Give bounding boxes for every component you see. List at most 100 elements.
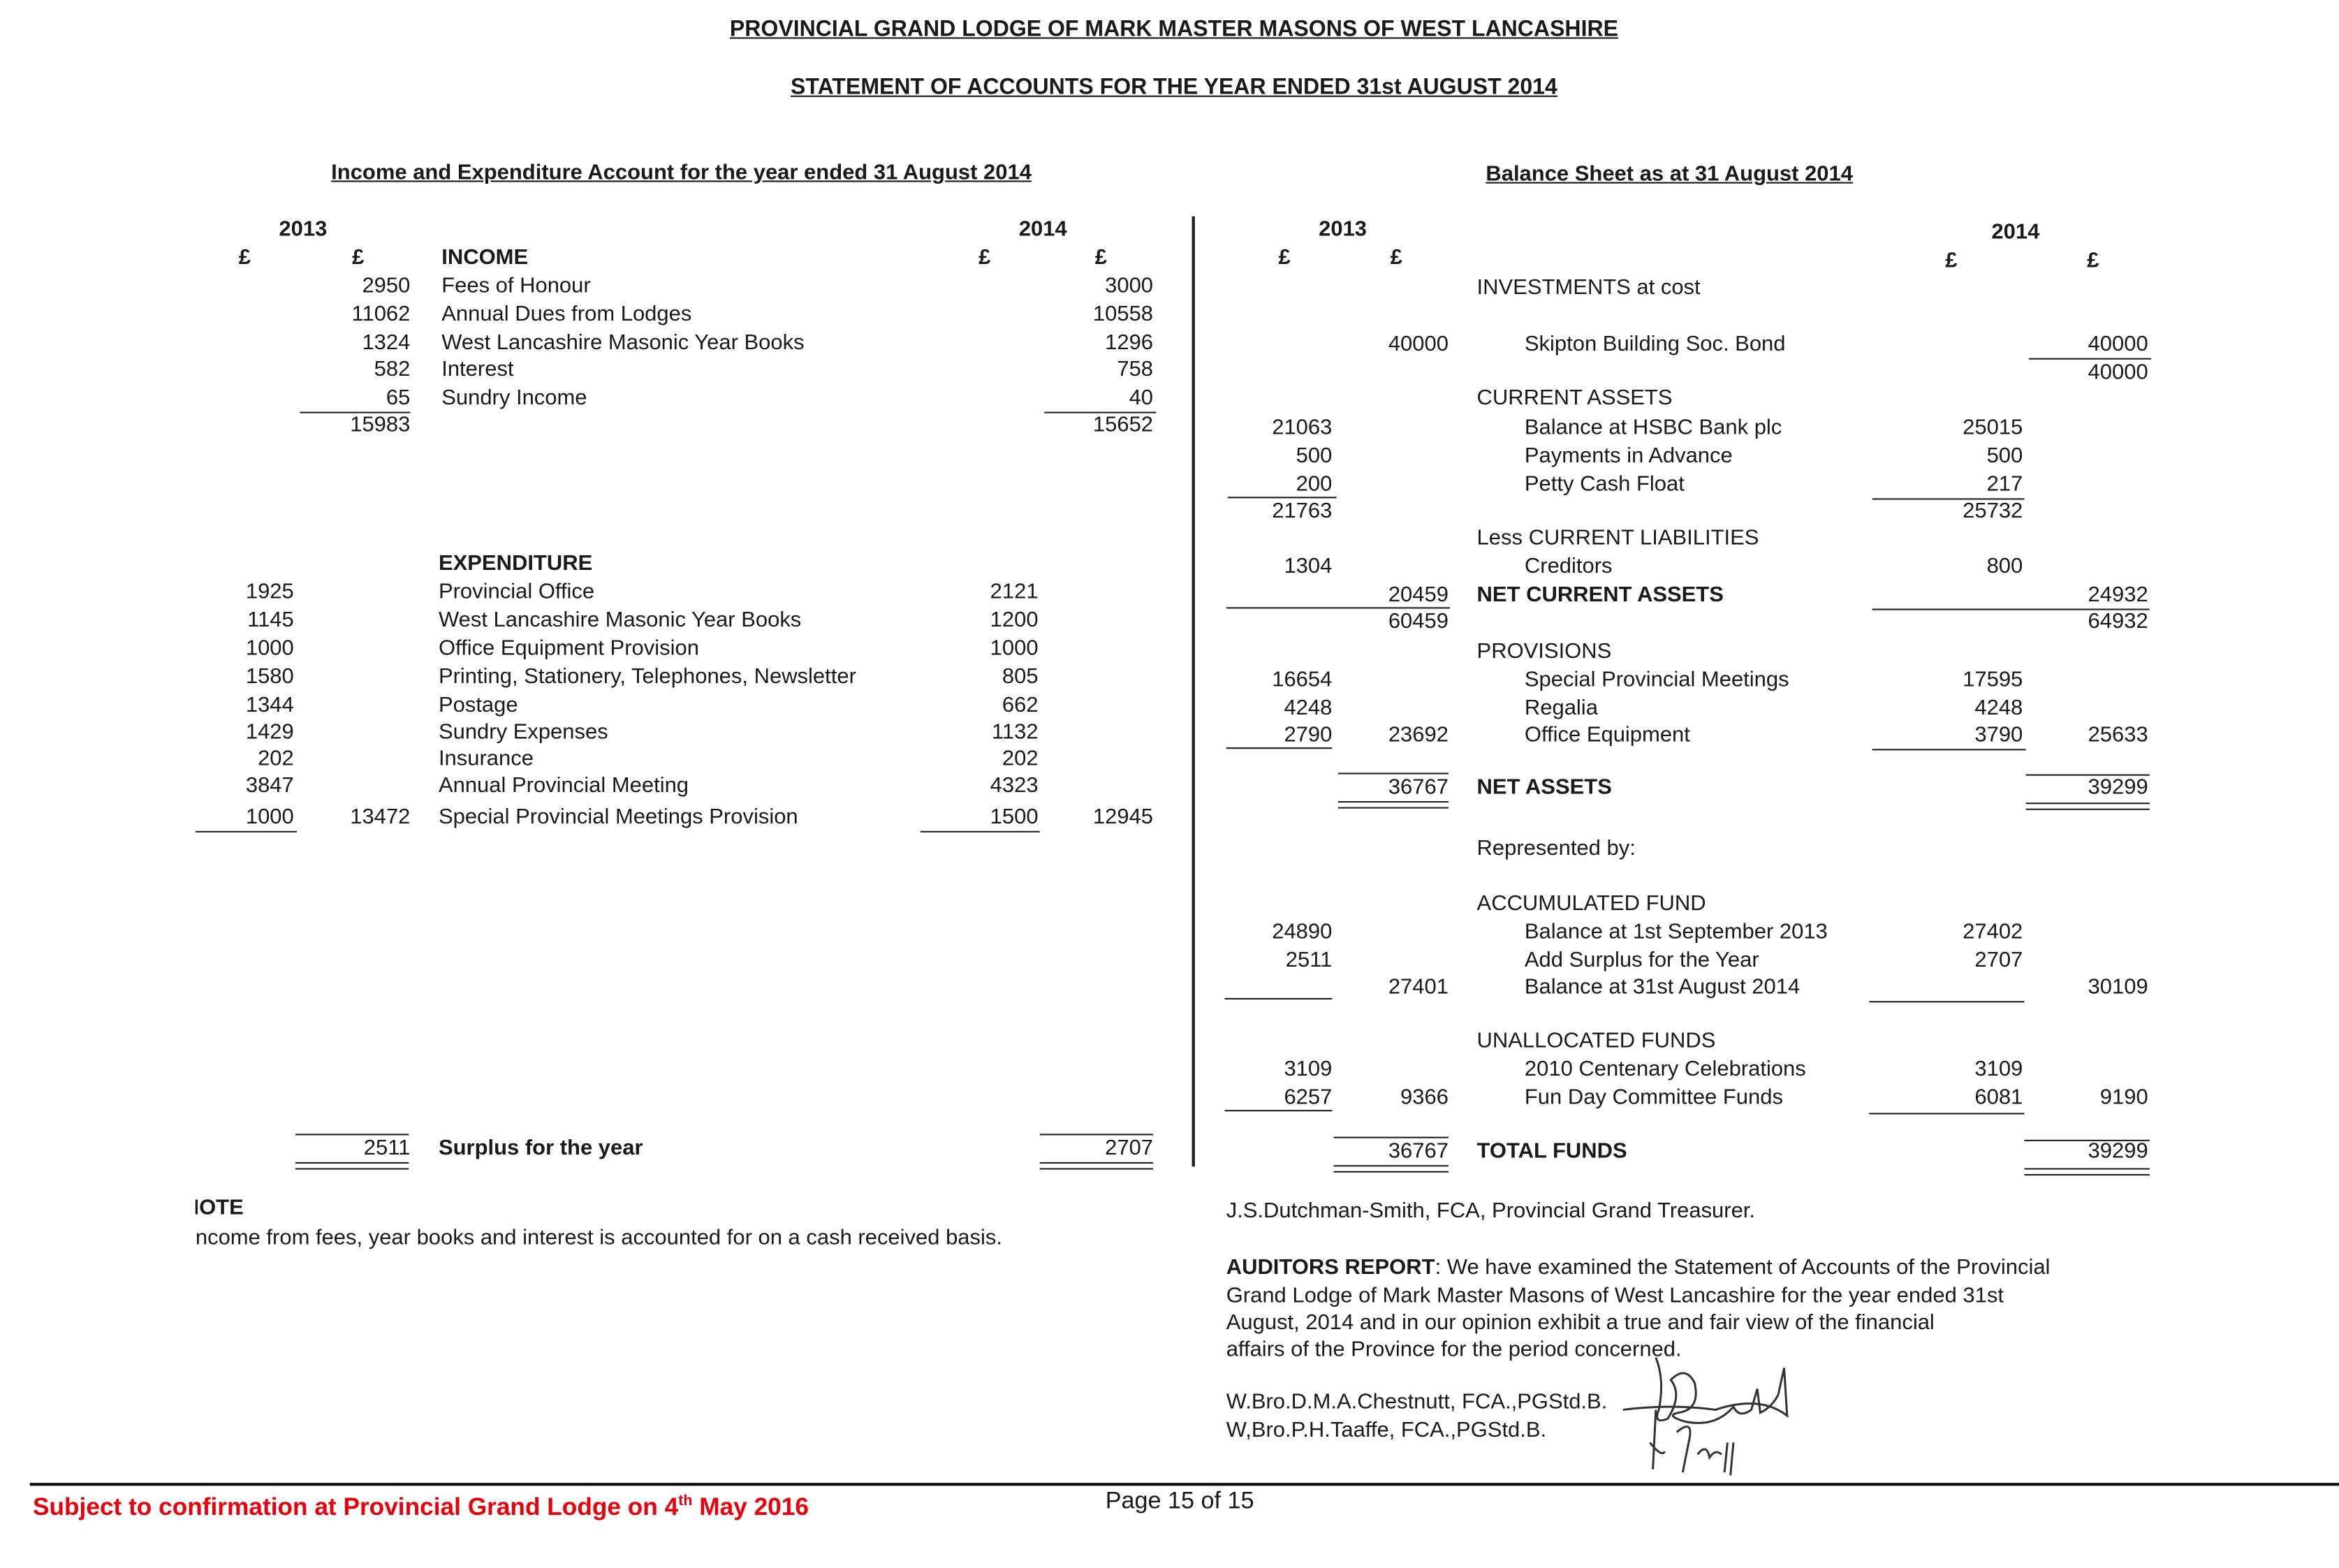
line-item-label: Provincial Office [438, 580, 595, 605]
amount-cell: 25633 [2088, 723, 2148, 748]
section-heading: INVESTMENTS at cost [1476, 276, 1701, 300]
amount-cell: 1200 [990, 608, 1039, 633]
document-subtitle: STATEMENT OF ACCOUNTS FOR THE YEAR ENDED… [791, 74, 1557, 101]
footer-divider [29, 1483, 2339, 1486]
amount-cell: 758 [1117, 358, 1154, 382]
amount-cell: 11062 [351, 302, 411, 327]
amount-cell: 10558 [1092, 302, 1154, 327]
auditors-text: : We have examined the Statement of Acco… [1435, 1256, 2051, 1280]
amount-cell: 3847 [245, 774, 294, 798]
income-heading: INCOME [441, 246, 529, 270]
bs-currency: £ [1390, 246, 1402, 270]
amount-cell: 1429 [245, 720, 294, 745]
amount-cell: 24932 [2088, 583, 2148, 608]
amount-cell: 36767 [1388, 775, 1449, 800]
amount-cell: 202 [258, 747, 294, 772]
line-item-label: West Lancashire Masonic Year Books [438, 608, 802, 633]
line-item-label: Creditors [1524, 555, 1613, 579]
column-divider [1192, 216, 1195, 1167]
auditors-text: August, 2014 and in our opinion exhibit … [1226, 1311, 1935, 1335]
underline [1039, 1134, 1154, 1136]
amount-cell: 1580 [245, 665, 294, 689]
amount-cell: 17595 [1963, 668, 2023, 693]
amount-cell: 582 [374, 358, 411, 382]
underline [2024, 1139, 2150, 1142]
double-underline [295, 1162, 409, 1164]
line-item-label: Office Equipment Provision [438, 637, 699, 661]
line-item-label: Printing, Stationery, Telephones, Newsle… [438, 665, 856, 689]
amount-cell: 2950 [362, 274, 411, 299]
amount-cell: 3000 [1105, 274, 1154, 299]
line-item-label: Annual Provincial Meeting [438, 774, 689, 798]
line-item-label: West Lancashire Masonic Year Books [441, 331, 805, 356]
amount-cell: 1145 [247, 608, 294, 633]
amount-cell: 21763 [1272, 499, 1333, 524]
underline [2028, 358, 2151, 360]
ie-year-prev: 2013 [279, 217, 328, 242]
section-heading: Less CURRENT LIABILITIES [1476, 526, 1759, 551]
amount-cell: 3109 [1284, 1057, 1333, 1082]
double-underline [1039, 1168, 1154, 1171]
amount-cell: 2511 [363, 1136, 411, 1161]
line-item-label: Regalia [1524, 696, 1598, 721]
line-item-label: Skipton Building Soc. Bond [1524, 332, 1786, 357]
amount-cell: 2707 [1974, 948, 2023, 973]
double-underline [2024, 1168, 2150, 1171]
double-underline [2024, 1173, 2150, 1176]
amount-cell: 25015 [1963, 416, 2023, 441]
section-heading: Represented by: [1476, 837, 1636, 861]
signatory-2: W,Bro.P.H.Taaffe, FCA.,PGStd.B. [1226, 1419, 1547, 1443]
underline [1337, 772, 1449, 775]
amount-cell: 30109 [2088, 975, 2148, 1000]
ie-currency: £ [352, 246, 365, 270]
amount-cell: 36767 [1388, 1139, 1449, 1164]
amount-cell: 21063 [1272, 416, 1333, 441]
bs-year-prev: 2013 [1319, 217, 1368, 242]
income-expenditure-title: Income and Expenditure Account for the y… [331, 161, 1032, 185]
underline [1226, 607, 1451, 610]
amount-cell: 39299 [2088, 1139, 2148, 1164]
underline [295, 1134, 409, 1136]
amount-cell: 4323 [990, 774, 1039, 798]
amount-cell: 15983 [350, 413, 411, 437]
line-item-label: Annual Dues from Lodges [441, 302, 692, 327]
expenditure-heading: EXPENDITURE [438, 552, 593, 576]
amount-cell: 27402 [1963, 920, 2023, 945]
confirmation-text: Subject to confirmation at Provincial Gr… [32, 1494, 679, 1521]
line-item-label: Balance at 1st September 2013 [1524, 920, 1828, 945]
section-heading: TOTAL FUNDS [1476, 1139, 1627, 1164]
note-heading-wrap: NOTE [196, 1195, 315, 1222]
underline [2025, 774, 2150, 777]
line-item-label: Office Equipment [1524, 723, 1690, 748]
amount-cell: 805 [1002, 665, 1039, 689]
amount-cell: 9190 [2099, 1085, 2148, 1111]
ie-currency: £ [978, 246, 991, 270]
amount-cell: 1000 [245, 805, 294, 830]
amount-cell: 12945 [1092, 805, 1154, 830]
amount-cell: 27401 [1388, 975, 1449, 1000]
line-item-label: Add Surplus for the Year [1524, 948, 1759, 973]
line-item-label: Sundry Income [441, 386, 587, 411]
amount-cell: 1000 [245, 637, 294, 661]
double-underline [1337, 807, 1449, 809]
double-underline [1333, 1165, 1449, 1168]
note-text: Income from fees, year books and interes… [195, 1226, 1002, 1250]
amount-cell: 6257 [1284, 1085, 1333, 1111]
amount-cell: 662 [1002, 694, 1039, 718]
amount-cell: 1000 [990, 637, 1039, 661]
double-underline [295, 1168, 409, 1171]
auditors-report-line: AUDITORS REPORT: We have examined the St… [1226, 1254, 2051, 1281]
amount-cell: 217 [1986, 473, 2023, 497]
bs-currency: £ [2087, 249, 2099, 273]
amount-cell: 2707 [1105, 1136, 1154, 1161]
amount-cell: 4248 [1974, 696, 2023, 721]
amount-cell: 2790 [1284, 723, 1333, 748]
amount-cell: 1925 [245, 580, 294, 605]
amount-cell: 6081 [1974, 1085, 2023, 1111]
line-item-label: Special Provincial Meetings [1524, 668, 1789, 693]
underline [1044, 411, 1157, 414]
treasurer-signoff: J.S.Dutchman-Smith, FCA, Provincial Gran… [1226, 1199, 1756, 1224]
ie-year-curr: 2014 [1018, 217, 1067, 242]
line-item-label: Payments in Advance [1524, 444, 1733, 469]
amount-cell: 202 [1002, 747, 1039, 772]
